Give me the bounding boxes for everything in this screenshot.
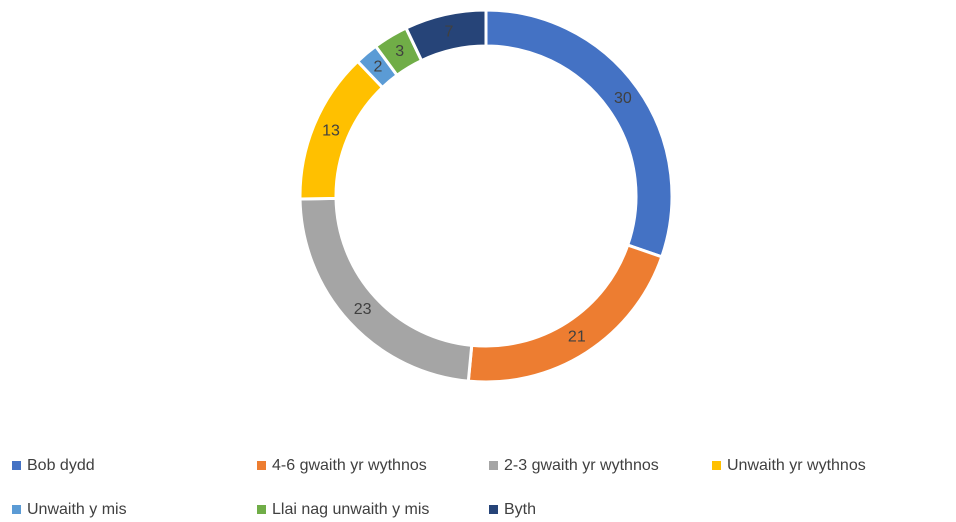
legend-label: Byth bbox=[504, 501, 536, 518]
legend-label: Unwaith yr wythnos bbox=[727, 457, 866, 474]
legend-label: Unwaith y mis bbox=[27, 501, 127, 518]
donut-segment bbox=[298, 59, 385, 201]
legend-label: Bob dydd bbox=[27, 457, 95, 474]
legend-swatch bbox=[12, 505, 21, 514]
legend-swatch bbox=[12, 461, 21, 470]
legend-label: Llai nag unwaith y mis bbox=[272, 501, 429, 518]
donut-segment bbox=[404, 8, 488, 63]
donut-segment bbox=[484, 8, 674, 259]
data-label: 3 bbox=[395, 43, 404, 60]
data-label: 23 bbox=[354, 301, 372, 318]
legend-swatch bbox=[257, 461, 266, 470]
data-label: 21 bbox=[568, 329, 586, 346]
legend-label: 2-3 gwaith yr wythnos bbox=[504, 457, 659, 474]
data-label: 30 bbox=[614, 90, 632, 107]
legend-swatch bbox=[257, 505, 266, 514]
data-label: 7 bbox=[445, 23, 454, 40]
data-label: 13 bbox=[322, 122, 340, 139]
donut-segment bbox=[298, 196, 474, 383]
legend-swatch bbox=[489, 505, 498, 514]
legend-swatch bbox=[489, 461, 498, 470]
legend-swatch bbox=[712, 461, 721, 470]
data-label: 2 bbox=[374, 59, 383, 76]
legend-label: 4-6 gwaith yr wythnos bbox=[272, 457, 427, 474]
donut-segment bbox=[466, 243, 664, 384]
